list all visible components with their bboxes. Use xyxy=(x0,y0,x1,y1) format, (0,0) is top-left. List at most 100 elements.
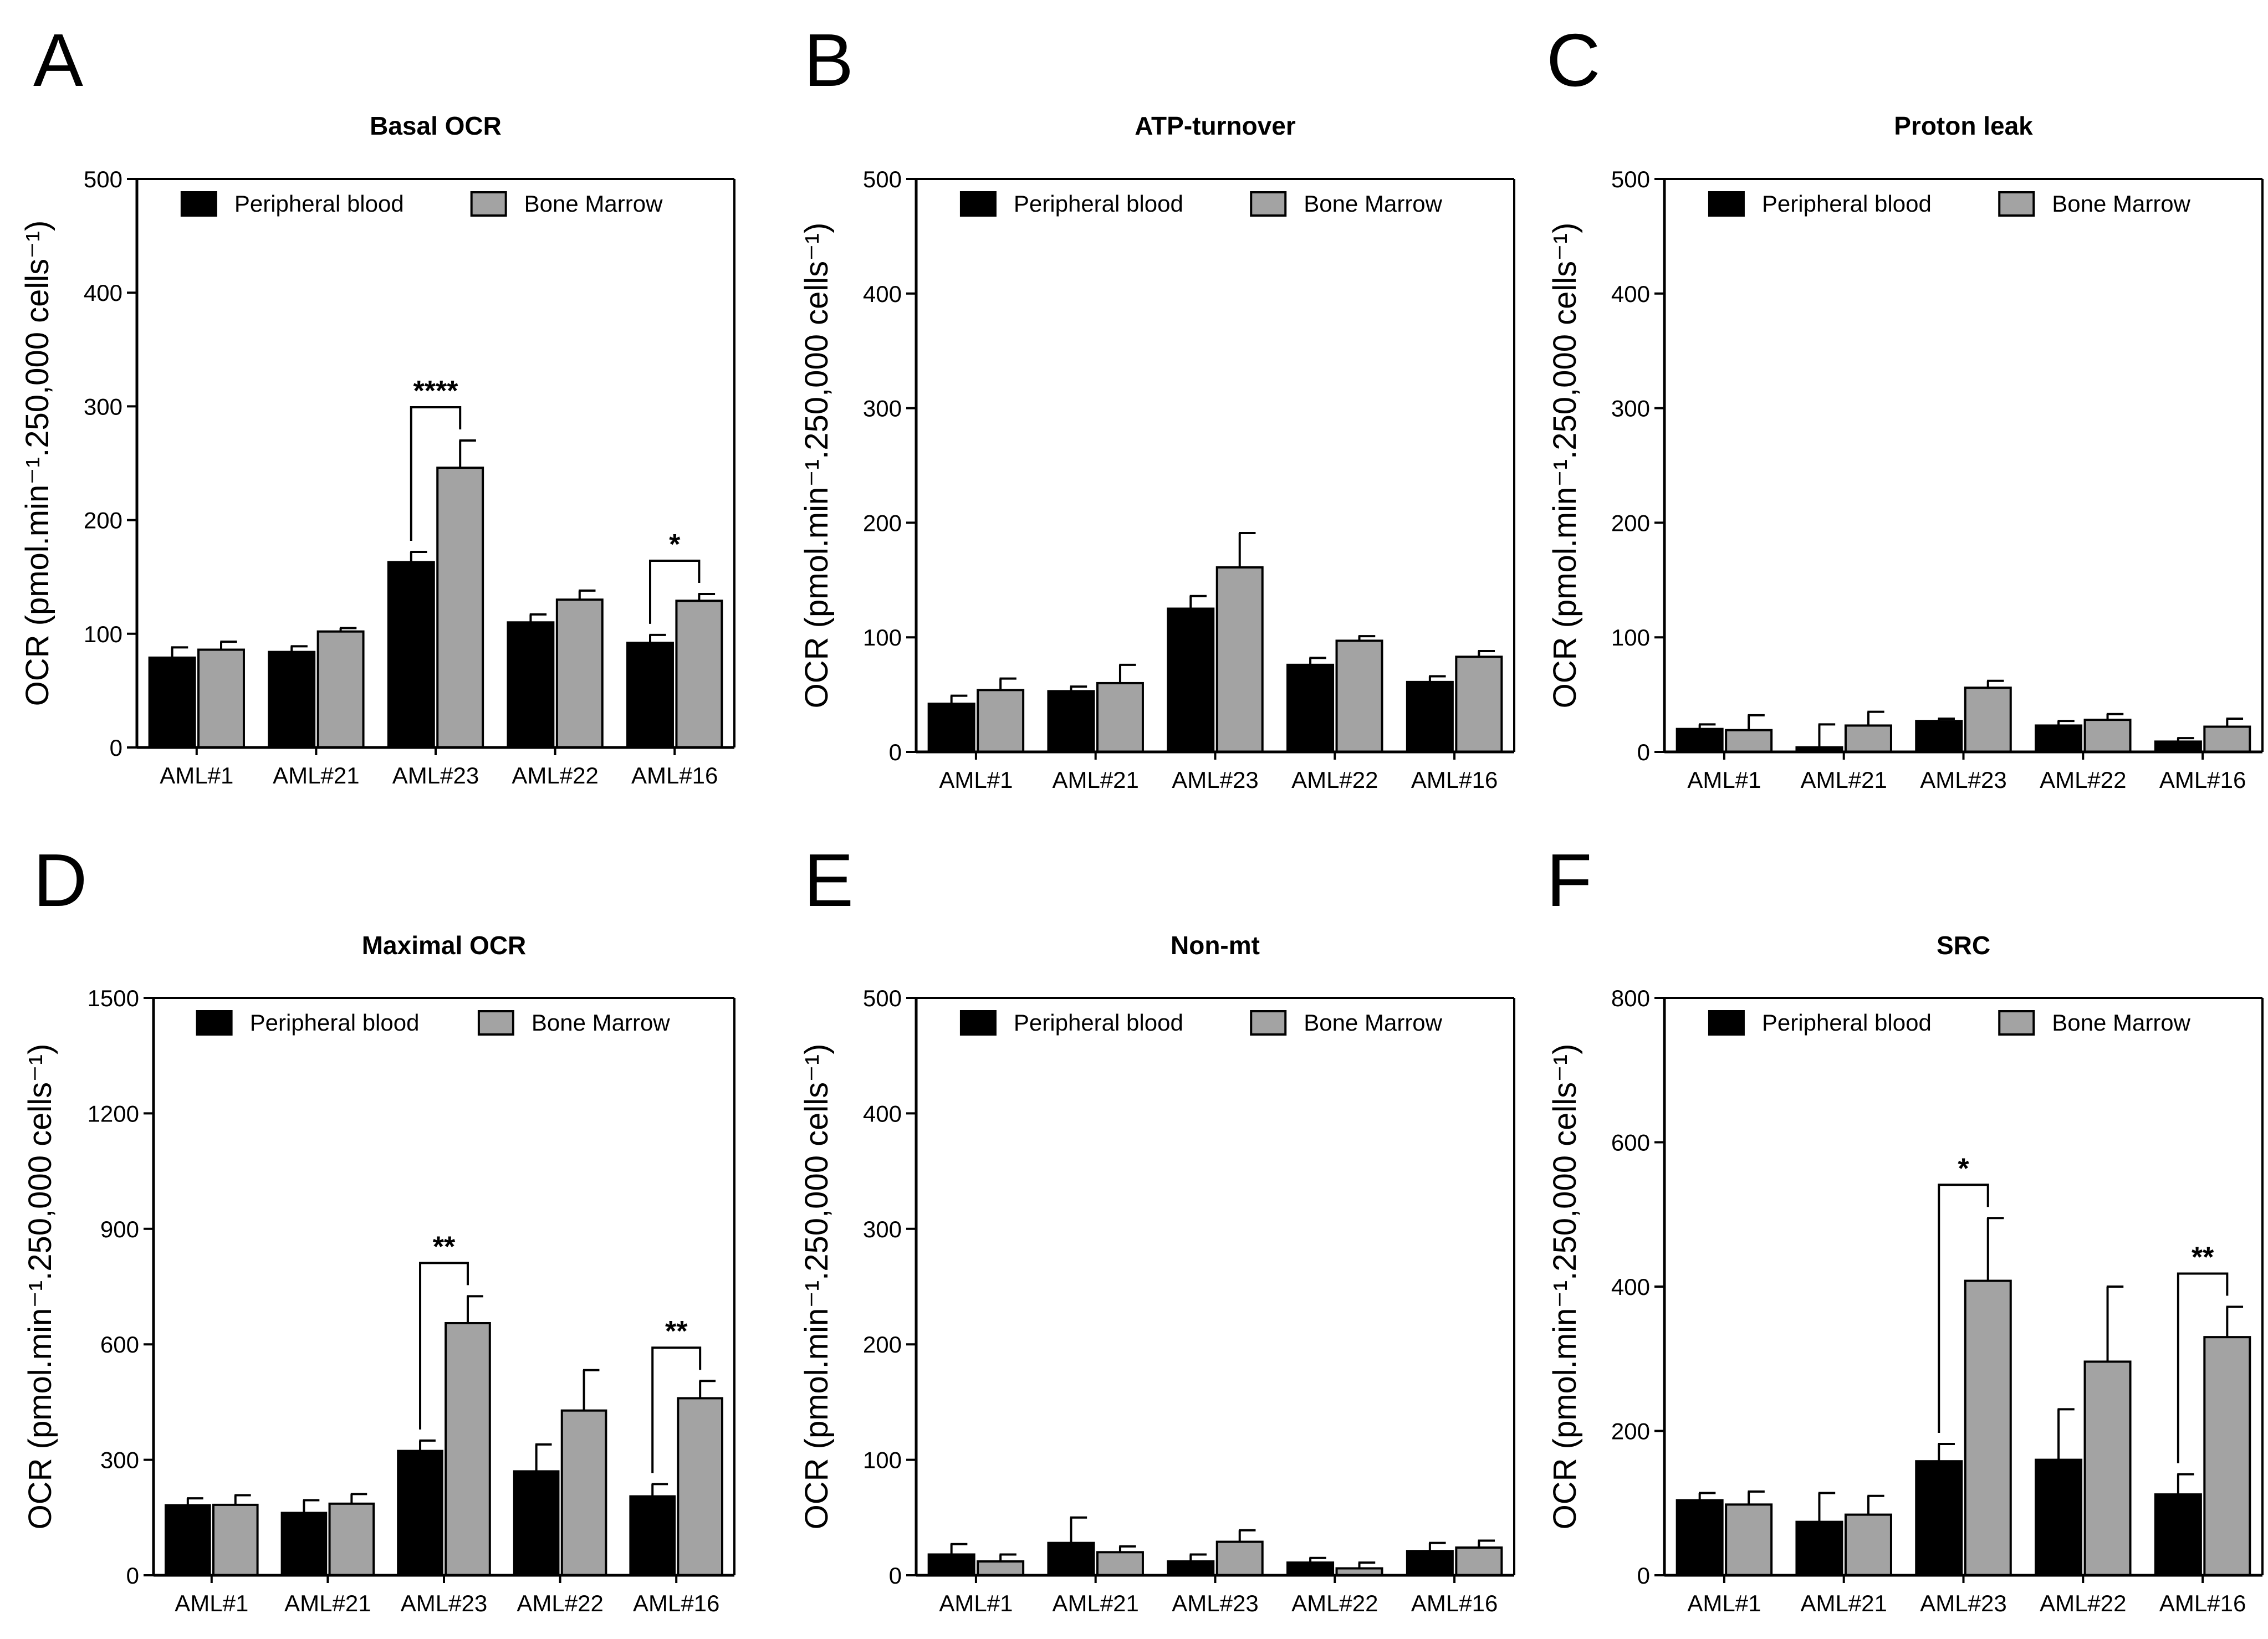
category-label: AML#23 xyxy=(401,1590,487,1616)
bar-bone-marrow-aml23 xyxy=(1964,1279,2012,1577)
category-label: AML#22 xyxy=(517,1590,603,1616)
category-label: AML#1 xyxy=(1687,1590,1761,1616)
y-tick-label: 0 xyxy=(889,1563,902,1589)
legend-swatch-bone-marrow xyxy=(470,191,507,217)
y-tick-label: 500 xyxy=(863,166,902,192)
legend-swatch-bone-marrow xyxy=(1998,1010,2035,1036)
category-label: AML#1 xyxy=(939,1590,1013,1616)
y-axis-label: OCR (pmol.min⁻¹.250,000 cells⁻¹) xyxy=(22,1044,58,1530)
bar-peripheral-blood-aml23 xyxy=(1915,720,1963,753)
y-tick-label: 100 xyxy=(84,621,122,647)
bar-bone-marrow-aml22 xyxy=(2083,719,2132,753)
bar-peripheral-blood-aml1 xyxy=(165,1504,211,1576)
y-tick-label: 200 xyxy=(863,1331,902,1358)
bar-peripheral-blood-aml22 xyxy=(507,621,555,749)
bar-peripheral-blood-aml16 xyxy=(2154,740,2202,753)
y-tick-label: 100 xyxy=(1611,624,1650,651)
significance-bracket xyxy=(649,559,701,624)
category-label: AML#21 xyxy=(1800,1590,1887,1616)
bar-bone-marrow-aml23 xyxy=(1964,687,2012,754)
bar-bone-marrow-aml21 xyxy=(1844,1513,1892,1577)
bar-bone-marrow-aml23 xyxy=(1215,566,1264,753)
category-label: AML#1 xyxy=(939,767,1013,793)
bar-peripheral-blood-aml16 xyxy=(629,1495,676,1576)
legend-swatch-peripheral-blood xyxy=(1708,1010,1745,1036)
panel-letter: E xyxy=(804,838,854,922)
panel-letter: F xyxy=(1546,838,1592,922)
significance-label: **** xyxy=(413,375,459,407)
category-label: AML#1 xyxy=(1687,767,1761,793)
y-tick-label: 200 xyxy=(84,508,122,534)
panel-title: Proton leak xyxy=(1894,111,2033,140)
y-tick-label: 500 xyxy=(863,985,902,1011)
bar-bone-marrow-aml1 xyxy=(212,1503,259,1576)
y-tick-label: 600 xyxy=(100,1331,139,1358)
bar-peripheral-blood-aml21 xyxy=(1047,690,1095,753)
significance-bracket xyxy=(410,406,462,541)
y-tick-label: 300 xyxy=(1611,396,1650,422)
panel-e: E Non-mt AML#1 AML#21 AML#23 AML#22 AML#16 0 100… xyxy=(799,838,1515,1616)
bar-bone-marrow-aml16 xyxy=(2203,725,2251,754)
panel-letter: A xyxy=(33,18,83,102)
significance-bracket xyxy=(2177,1272,2229,1463)
category-label: AML#22 xyxy=(512,762,598,788)
panel-b: B ATP-turnover AML#1 AML#21 AML#23 AML#22 AML#… xyxy=(799,18,1515,793)
y-tick-label: 400 xyxy=(1611,281,1650,307)
bar-bone-marrow-aml21 xyxy=(328,1502,375,1576)
significance-label: * xyxy=(1958,1153,1969,1185)
panel-c: C Proton leak AML#1 AML#21 AML#23 AML#22 AML#1… xyxy=(1546,18,2264,793)
bar-peripheral-blood-aml23 xyxy=(1915,1460,1963,1577)
y-tick-label: 0 xyxy=(1637,739,1650,765)
legend-swatch-peripheral-blood xyxy=(196,1010,233,1036)
bar-peripheral-blood-aml21 xyxy=(268,651,316,749)
panel-d: D Maximal OCR AML#1 AML#21 AML#23 AML#22 AML#1… xyxy=(22,838,735,1616)
category-label: AML#16 xyxy=(1411,767,1498,793)
bar-peripheral-blood-aml1 xyxy=(927,703,975,754)
significance-label: ** xyxy=(433,1231,456,1263)
bar-peripheral-blood-aml16 xyxy=(1406,680,1454,754)
bar-peripheral-blood-aml16 xyxy=(1406,1550,1454,1577)
y-tick-label: 0 xyxy=(110,735,122,761)
y-axis-label: OCR (pmol.min⁻¹.250,000 cells⁻¹) xyxy=(1547,223,1583,709)
legend-label-bone-marrow: Bone Marrow xyxy=(2052,1010,2190,1036)
category-label: AML#21 xyxy=(273,762,359,788)
y-axis-label: OCR (pmol.min⁻¹.250,000 cells⁻¹) xyxy=(799,1044,835,1530)
bar-bone-marrow-aml23 xyxy=(1215,1540,1264,1576)
y-tick-label: 800 xyxy=(1611,985,1650,1011)
bar-bone-marrow-aml16 xyxy=(1455,655,1503,753)
bar-bone-marrow-aml22 xyxy=(560,1409,607,1576)
significance-bracket xyxy=(651,1346,702,1473)
category-label: AML#22 xyxy=(2040,767,2126,793)
panel-title: ATP-turnover xyxy=(1135,111,1296,140)
category-label: AML#23 xyxy=(1920,1590,2006,1616)
category-label: AML#1 xyxy=(160,762,233,788)
bar-bone-marrow-aml21 xyxy=(1844,724,1892,754)
significance-bracket xyxy=(1938,1184,1989,1433)
category-label: AML#22 xyxy=(1291,1590,1378,1616)
legend-label-bone-marrow: Bone Marrow xyxy=(524,191,663,217)
bar-bone-marrow-aml16 xyxy=(1455,1546,1503,1576)
legend-swatch-bone-marrow xyxy=(1250,191,1287,217)
y-tick-label: 100 xyxy=(863,1447,902,1473)
bar-peripheral-blood-aml1 xyxy=(148,656,196,749)
category-label: AML#16 xyxy=(2159,767,2246,793)
legend-label-peripheral-blood: Peripheral blood xyxy=(1014,191,1183,217)
significance-label: * xyxy=(669,529,681,561)
legend-swatch-bone-marrow xyxy=(1998,191,2035,217)
bar-peripheral-blood-aml23 xyxy=(387,561,435,749)
legend-swatch-peripheral-blood xyxy=(959,1010,997,1036)
panel-title: SRC xyxy=(1937,931,1990,960)
legend-label-bone-marrow: Bone Marrow xyxy=(532,1010,670,1036)
legend-label-peripheral-blood: Peripheral blood xyxy=(1762,191,1932,217)
category-label: AML#23 xyxy=(392,762,479,788)
category-label: AML#21 xyxy=(1052,1590,1138,1616)
legend-swatch-peripheral-blood xyxy=(180,191,217,217)
y-tick-label: 100 xyxy=(863,624,902,651)
y-tick-label: 300 xyxy=(100,1447,139,1473)
bar-bone-marrow-aml21 xyxy=(1096,682,1144,754)
bar-peripheral-blood-aml21 xyxy=(1047,1541,1095,1576)
panel-letter: D xyxy=(33,838,88,922)
bar-bone-marrow-aml23 xyxy=(445,1322,491,1577)
y-tick-label: 200 xyxy=(1611,510,1650,536)
panel-title: Basal OCR xyxy=(370,111,502,140)
